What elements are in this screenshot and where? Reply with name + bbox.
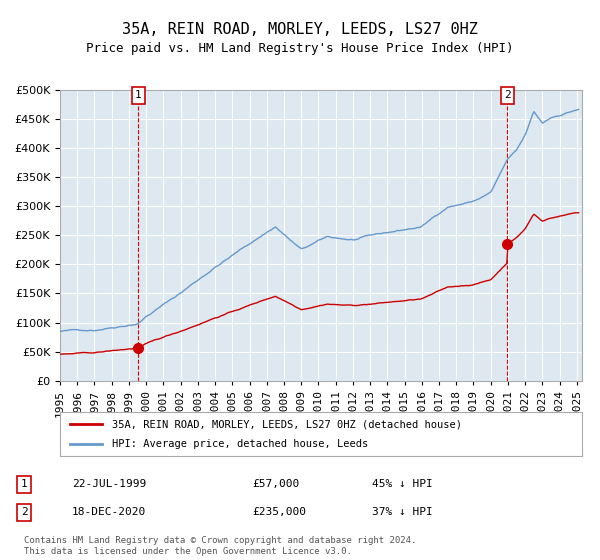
Text: Contains HM Land Registry data © Crown copyright and database right 2024.
This d: Contains HM Land Registry data © Crown c… (24, 536, 416, 556)
Text: 2: 2 (20, 507, 28, 517)
Text: 37% ↓ HPI: 37% ↓ HPI (372, 507, 433, 517)
Text: 1: 1 (135, 90, 142, 100)
Text: 35A, REIN ROAD, MORLEY, LEEDS, LS27 0HZ: 35A, REIN ROAD, MORLEY, LEEDS, LS27 0HZ (122, 22, 478, 38)
Text: £235,000: £235,000 (252, 507, 306, 517)
Text: 1: 1 (20, 479, 28, 489)
Text: 2: 2 (504, 90, 511, 100)
Text: 18-DEC-2020: 18-DEC-2020 (72, 507, 146, 517)
Text: 35A, REIN ROAD, MORLEY, LEEDS, LS27 0HZ (detached house): 35A, REIN ROAD, MORLEY, LEEDS, LS27 0HZ … (112, 419, 462, 429)
Text: £57,000: £57,000 (252, 479, 299, 489)
Text: 22-JUL-1999: 22-JUL-1999 (72, 479, 146, 489)
Text: 45% ↓ HPI: 45% ↓ HPI (372, 479, 433, 489)
Text: Price paid vs. HM Land Registry's House Price Index (HPI): Price paid vs. HM Land Registry's House … (86, 42, 514, 55)
Text: HPI: Average price, detached house, Leeds: HPI: Average price, detached house, Leed… (112, 439, 368, 449)
